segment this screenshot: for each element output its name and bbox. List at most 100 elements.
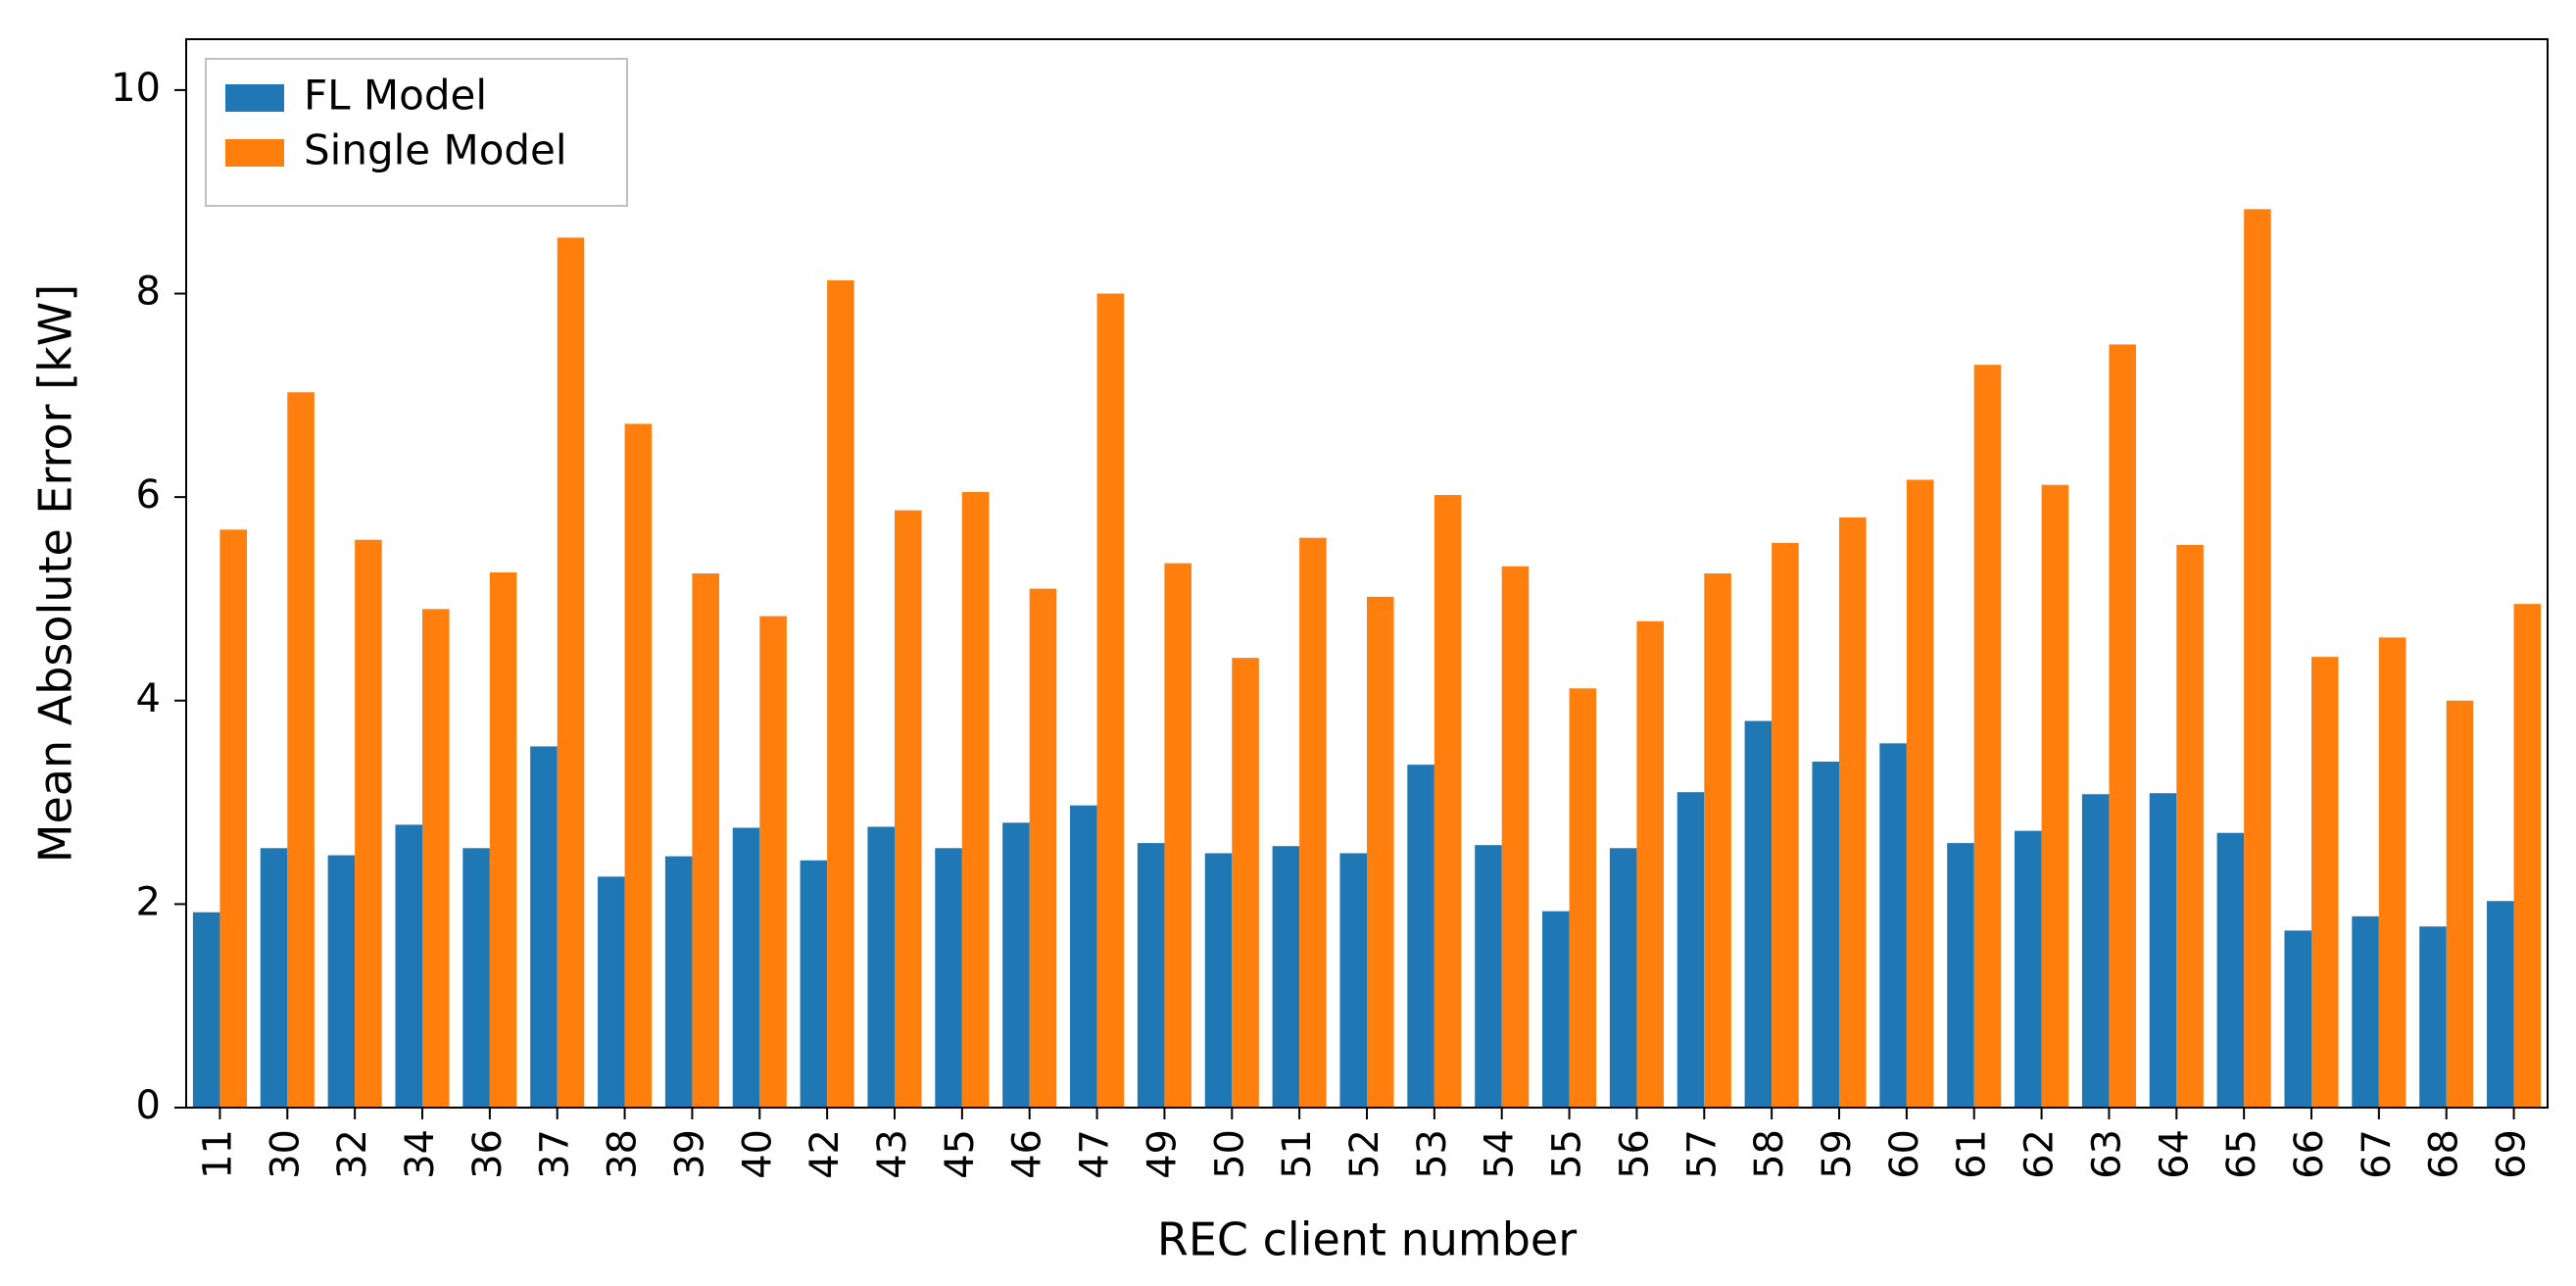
xtick-label: 55: [1545, 1129, 1590, 1179]
bar: [1636, 621, 1664, 1108]
bar: [2042, 485, 2069, 1108]
bar: [558, 237, 585, 1108]
xtick-label: 60: [1882, 1129, 1927, 1179]
bar: [1570, 688, 1597, 1108]
bar: [827, 280, 854, 1108]
xtick-label: 57: [1679, 1129, 1725, 1179]
bar: [962, 492, 990, 1108]
bar: [1030, 589, 1057, 1108]
bar: [2419, 926, 2447, 1108]
xtick-label: 56: [1612, 1129, 1657, 1179]
ytick-label: 0: [136, 1083, 161, 1128]
xtick-label: 11: [195, 1129, 240, 1179]
xtick-label: 50: [1207, 1129, 1252, 1179]
xtick-label: 39: [667, 1129, 712, 1179]
xtick-label: 54: [1478, 1129, 1523, 1179]
ytick-label: 10: [111, 66, 161, 111]
xtick-label: 67: [2355, 1129, 2400, 1179]
xtick-label: 43: [870, 1129, 915, 1179]
bar: [328, 856, 356, 1108]
bar: [1704, 573, 1731, 1108]
xtick-label: 45: [938, 1129, 983, 1179]
bar: [219, 529, 247, 1108]
bar: [1475, 845, 1502, 1108]
bar: [1907, 479, 1934, 1108]
ytick-label: 4: [136, 676, 161, 721]
bar: [1339, 853, 1367, 1108]
xtick-label: 46: [1005, 1129, 1050, 1179]
bar: [2176, 545, 2204, 1108]
legend-label: Single Model: [304, 126, 567, 174]
bar: [462, 848, 490, 1108]
legend: FL Model Single Model: [206, 59, 627, 206]
bar: [1677, 792, 1705, 1108]
bar: [1273, 846, 1300, 1108]
xtick-label: 64: [2152, 1129, 2197, 1179]
bar: [1434, 495, 1462, 1108]
bar: [1812, 762, 1839, 1108]
bar: [2311, 657, 2339, 1108]
bar: [193, 913, 220, 1108]
xtick-label: 65: [2219, 1129, 2264, 1179]
bar: [287, 392, 315, 1108]
bar: [1097, 294, 1125, 1108]
bar: [2109, 344, 2136, 1108]
bar: [1745, 721, 1773, 1108]
y-axis-label: Mean Absolute Error [kW]: [29, 284, 82, 863]
chart-svg: 0246810113032343637383940424345464749505…: [0, 0, 2576, 1286]
bar: [1772, 543, 1799, 1108]
bar: [1407, 765, 1434, 1108]
xtick-label: 49: [1140, 1129, 1185, 1179]
xtick-label: 53: [1410, 1129, 1455, 1179]
legend-swatch: [225, 139, 284, 167]
legend-label: FL Model: [304, 72, 487, 120]
xtick-label: 47: [1073, 1129, 1118, 1179]
bar: [1367, 597, 1394, 1108]
xtick-label: 42: [802, 1129, 848, 1179]
bar: [422, 609, 450, 1108]
xtick-label: 58: [1747, 1129, 1792, 1179]
bar: [1070, 806, 1097, 1108]
bar: [2244, 209, 2271, 1108]
legend-swatch: [225, 84, 284, 112]
bar: [2487, 901, 2514, 1108]
xtick-label: 37: [533, 1129, 578, 1179]
xtick-label: 59: [1815, 1129, 1860, 1179]
bar-chart: 0246810113032343637383940424345464749505…: [0, 0, 2576, 1286]
bar: [1138, 843, 1165, 1108]
bar: [867, 826, 895, 1108]
xtick-label: 68: [2422, 1129, 2467, 1179]
bar: [1839, 518, 1867, 1108]
ytick-label: 6: [136, 472, 161, 518]
x-axis-label: REC client number: [1157, 1213, 1577, 1266]
bar: [1502, 567, 1530, 1108]
bar: [2082, 794, 2110, 1108]
xtick-label: 30: [263, 1129, 308, 1179]
bar: [490, 572, 517, 1108]
bar: [1542, 912, 1570, 1108]
bar: [625, 423, 653, 1108]
ytick-label: 2: [136, 879, 161, 924]
bar: [1002, 822, 1030, 1108]
bar: [2150, 793, 2177, 1108]
bar: [598, 876, 625, 1108]
xtick-label: 38: [601, 1129, 646, 1179]
bar: [1164, 564, 1191, 1108]
bar: [801, 861, 828, 1108]
bar: [895, 511, 922, 1108]
xtick-label: 51: [1275, 1129, 1320, 1179]
bar: [665, 857, 693, 1108]
bar: [530, 746, 558, 1108]
bar: [1974, 365, 2002, 1108]
bar: [1610, 848, 1637, 1108]
xtick-label: 61: [1950, 1129, 1995, 1179]
bar: [1205, 853, 1233, 1108]
bar: [935, 848, 962, 1108]
bar: [355, 540, 382, 1108]
xtick-label: 62: [2017, 1129, 2063, 1179]
xtick-label: 34: [398, 1129, 443, 1179]
bar: [692, 573, 719, 1108]
xtick-label: 36: [465, 1129, 510, 1179]
bar: [2514, 604, 2542, 1108]
xtick-label: 32: [330, 1129, 375, 1179]
